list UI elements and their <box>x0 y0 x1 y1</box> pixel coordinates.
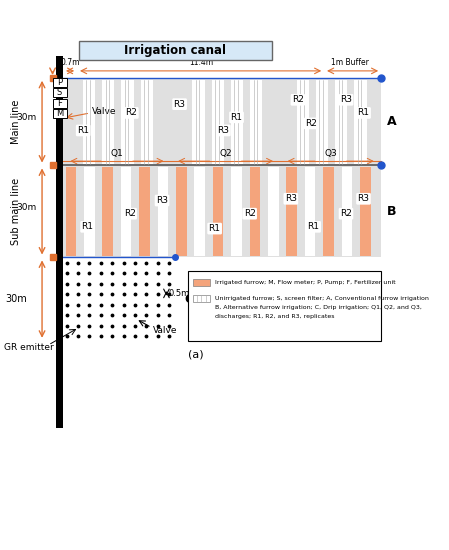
Text: B: B <box>387 205 397 218</box>
Text: P: P <box>57 78 62 87</box>
Bar <box>193 279 210 287</box>
Bar <box>83 80 95 164</box>
Bar <box>63 166 381 257</box>
Text: R3: R3 <box>357 194 370 204</box>
Text: 30m: 30m <box>5 294 26 304</box>
Text: discharges; R1, R2, and R3, replicates: discharges; R1, R2, and R3, replicates <box>215 314 334 318</box>
Bar <box>335 80 348 164</box>
Bar <box>66 167 76 256</box>
Bar <box>192 80 205 164</box>
Text: Q1: Q1 <box>110 150 123 158</box>
Bar <box>354 80 367 164</box>
Bar <box>250 80 262 164</box>
Text: R3: R3 <box>217 126 229 135</box>
Bar <box>102 167 113 256</box>
Text: 30m: 30m <box>17 202 37 212</box>
Text: Main line: Main line <box>11 100 21 144</box>
Bar <box>286 167 297 256</box>
Bar <box>188 271 381 340</box>
Bar <box>323 167 334 256</box>
Bar <box>63 78 381 166</box>
Text: R1: R1 <box>209 224 220 233</box>
Bar <box>231 167 242 256</box>
Text: B, Alternative furrow irrigation; C, Drip irrigation; Q1, Q2, and Q3,: B, Alternative furrow irrigation; C, Dri… <box>215 305 422 310</box>
Bar <box>102 80 114 164</box>
Text: GR emitter: GR emitter <box>4 343 54 352</box>
Text: F: F <box>57 99 62 108</box>
Text: Irrigated furrow; M, Flow meter; P, Pump; F, Fertilizer unit: Irrigated furrow; M, Flow meter; P, Pump… <box>215 280 395 285</box>
Bar <box>193 295 210 302</box>
Bar <box>305 167 315 256</box>
Bar <box>53 78 66 87</box>
Bar <box>158 167 168 256</box>
Bar <box>194 167 205 256</box>
Text: Valve: Valve <box>92 107 116 116</box>
Text: 0.7m: 0.7m <box>60 58 80 68</box>
Bar <box>139 167 150 256</box>
Text: S: S <box>57 89 62 97</box>
Text: Q2: Q2 <box>219 150 232 158</box>
Bar <box>141 80 153 164</box>
Text: R3: R3 <box>285 194 297 204</box>
Bar <box>53 109 66 118</box>
Text: R2: R2 <box>244 209 255 218</box>
Bar <box>53 99 66 108</box>
Text: 30m: 30m <box>17 113 37 122</box>
Bar <box>63 78 381 166</box>
Text: Sub main line: Sub main line <box>11 178 21 245</box>
Text: R1: R1 <box>308 222 320 232</box>
Bar <box>121 80 134 164</box>
Text: R1: R1 <box>230 113 242 122</box>
Text: (a): (a) <box>189 349 204 360</box>
Bar <box>316 80 328 164</box>
Bar <box>296 80 309 164</box>
Bar <box>268 167 278 256</box>
Bar <box>84 167 95 256</box>
Text: 11.4m: 11.4m <box>189 58 214 68</box>
Bar <box>231 80 243 164</box>
Bar <box>250 167 260 256</box>
Text: R1: R1 <box>357 108 370 118</box>
Text: R2: R2 <box>125 108 137 118</box>
Text: R2: R2 <box>292 95 304 104</box>
Bar <box>360 167 370 256</box>
Text: R1: R1 <box>82 222 93 232</box>
Text: Irrigation canal: Irrigation canal <box>124 44 226 57</box>
Text: M: M <box>56 109 63 118</box>
Text: 1m Buffer: 1m Buffer <box>331 58 370 68</box>
Bar <box>176 167 187 256</box>
Text: R2: R2 <box>305 119 317 128</box>
Bar <box>213 167 224 256</box>
Bar <box>211 80 224 164</box>
Text: 0.5m: 0.5m <box>168 289 189 298</box>
Text: R2: R2 <box>340 209 352 218</box>
Text: R2: R2 <box>124 209 136 218</box>
Bar <box>63 166 381 257</box>
Text: Unirrigated furrow; S, screen filter; A, Conventional furrow irrigation: Unirrigated furrow; S, screen filter; A,… <box>215 296 428 301</box>
Text: Valve: Valve <box>153 326 178 335</box>
Text: R1: R1 <box>77 126 89 135</box>
Text: C: C <box>184 293 193 306</box>
Text: R3: R3 <box>340 95 352 104</box>
Text: R3: R3 <box>174 100 185 109</box>
Text: A: A <box>387 115 397 128</box>
Text: R3: R3 <box>156 196 168 205</box>
Bar <box>56 56 63 428</box>
Bar <box>121 167 132 256</box>
Bar <box>79 41 272 60</box>
Text: Q3: Q3 <box>324 150 337 158</box>
Bar <box>53 89 66 97</box>
Bar <box>342 167 352 256</box>
